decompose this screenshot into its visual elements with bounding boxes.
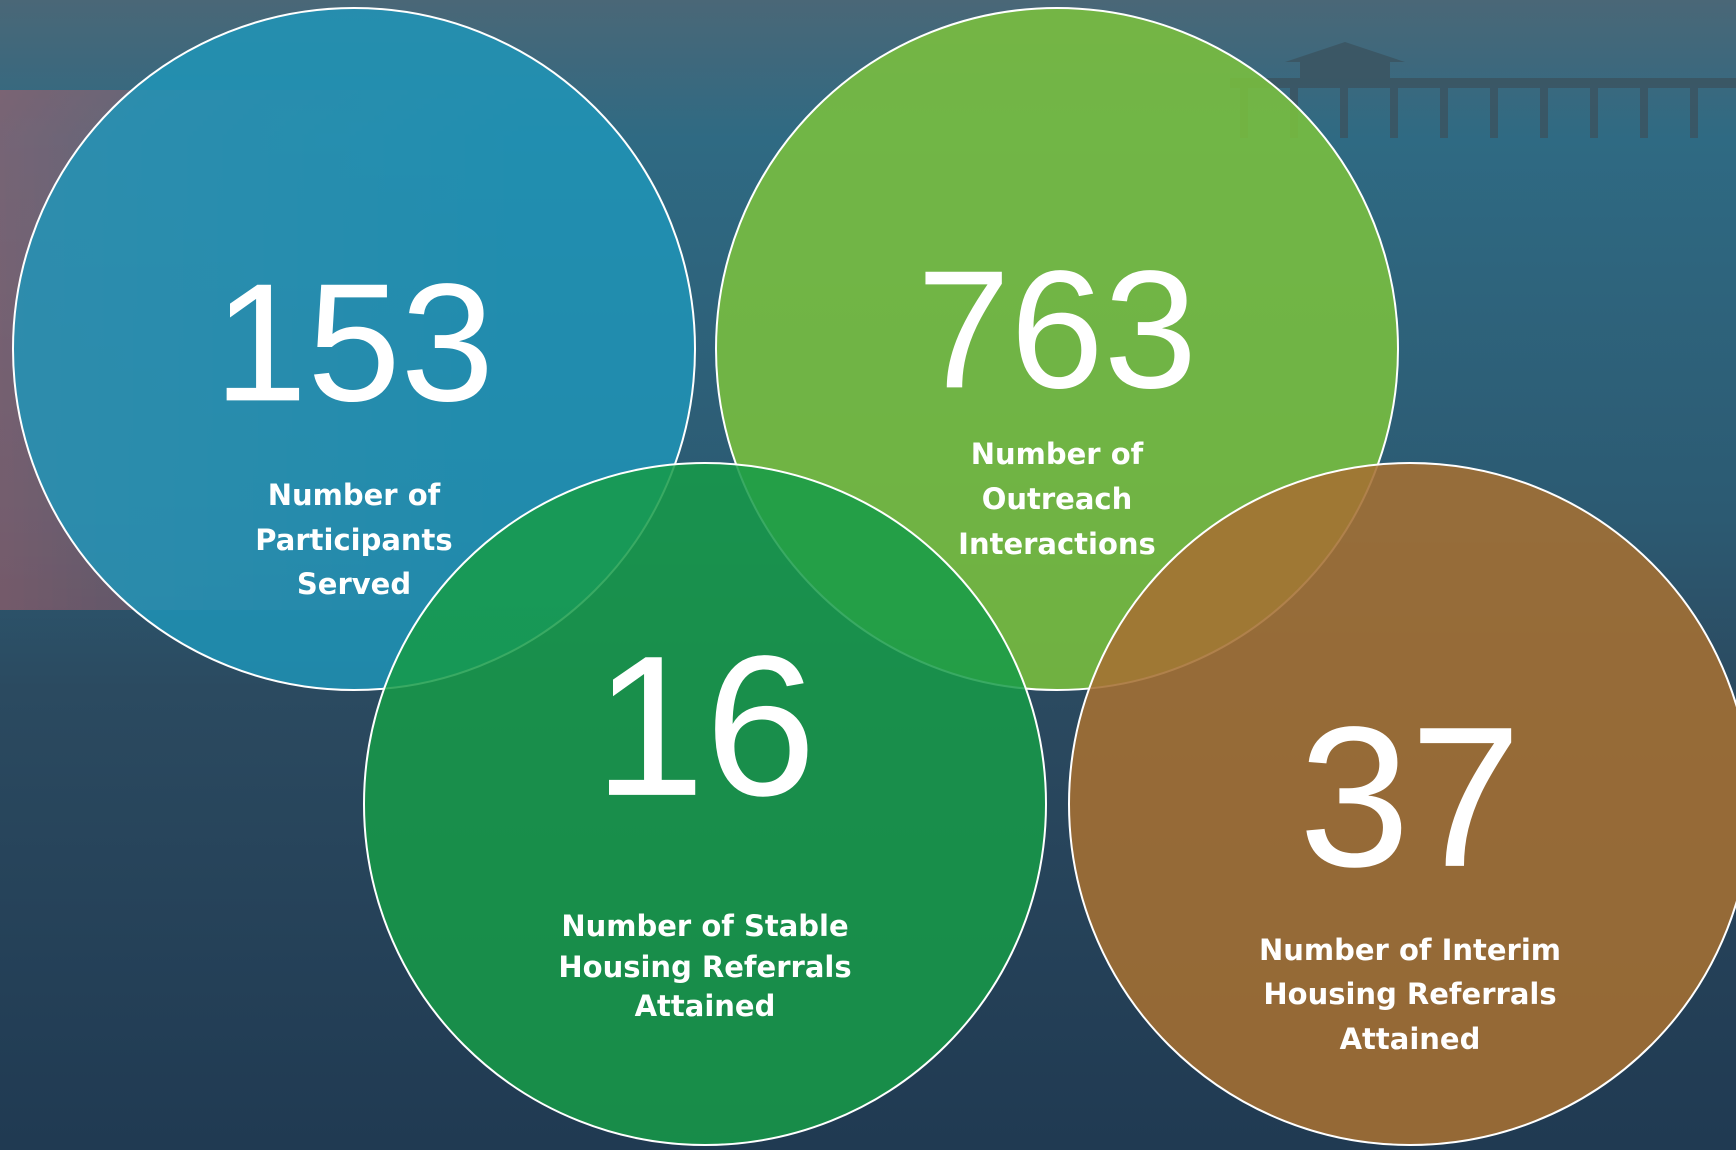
metric-label: Outreach — [982, 482, 1133, 516]
metric-label: Attained — [1340, 1022, 1481, 1056]
metric-label: Attained — [635, 989, 776, 1023]
metric-label: Number of Stable — [561, 909, 848, 943]
metric-value: 153 — [214, 248, 494, 436]
metric-value: 16 — [594, 615, 816, 838]
metric-label: Number of — [268, 478, 441, 512]
metric-label: Housing Referrals — [1263, 977, 1556, 1011]
metric-label: Housing Referrals — [558, 950, 851, 984]
metric-value: 37 — [1299, 686, 1521, 909]
metric-label: Participants — [255, 523, 452, 557]
infographic: 153 Number of Participants Served 763 Number … — [0, 0, 1736, 1150]
metric-label: Served — [297, 567, 411, 601]
metric-value: 763 — [917, 235, 1197, 423]
metric-label: Interactions — [958, 527, 1156, 561]
metric-label: Number of Interim — [1259, 933, 1561, 967]
page: 153 Number of Participants Served 763 Number … — [0, 0, 1736, 1150]
metric-label: Number of — [971, 437, 1144, 471]
